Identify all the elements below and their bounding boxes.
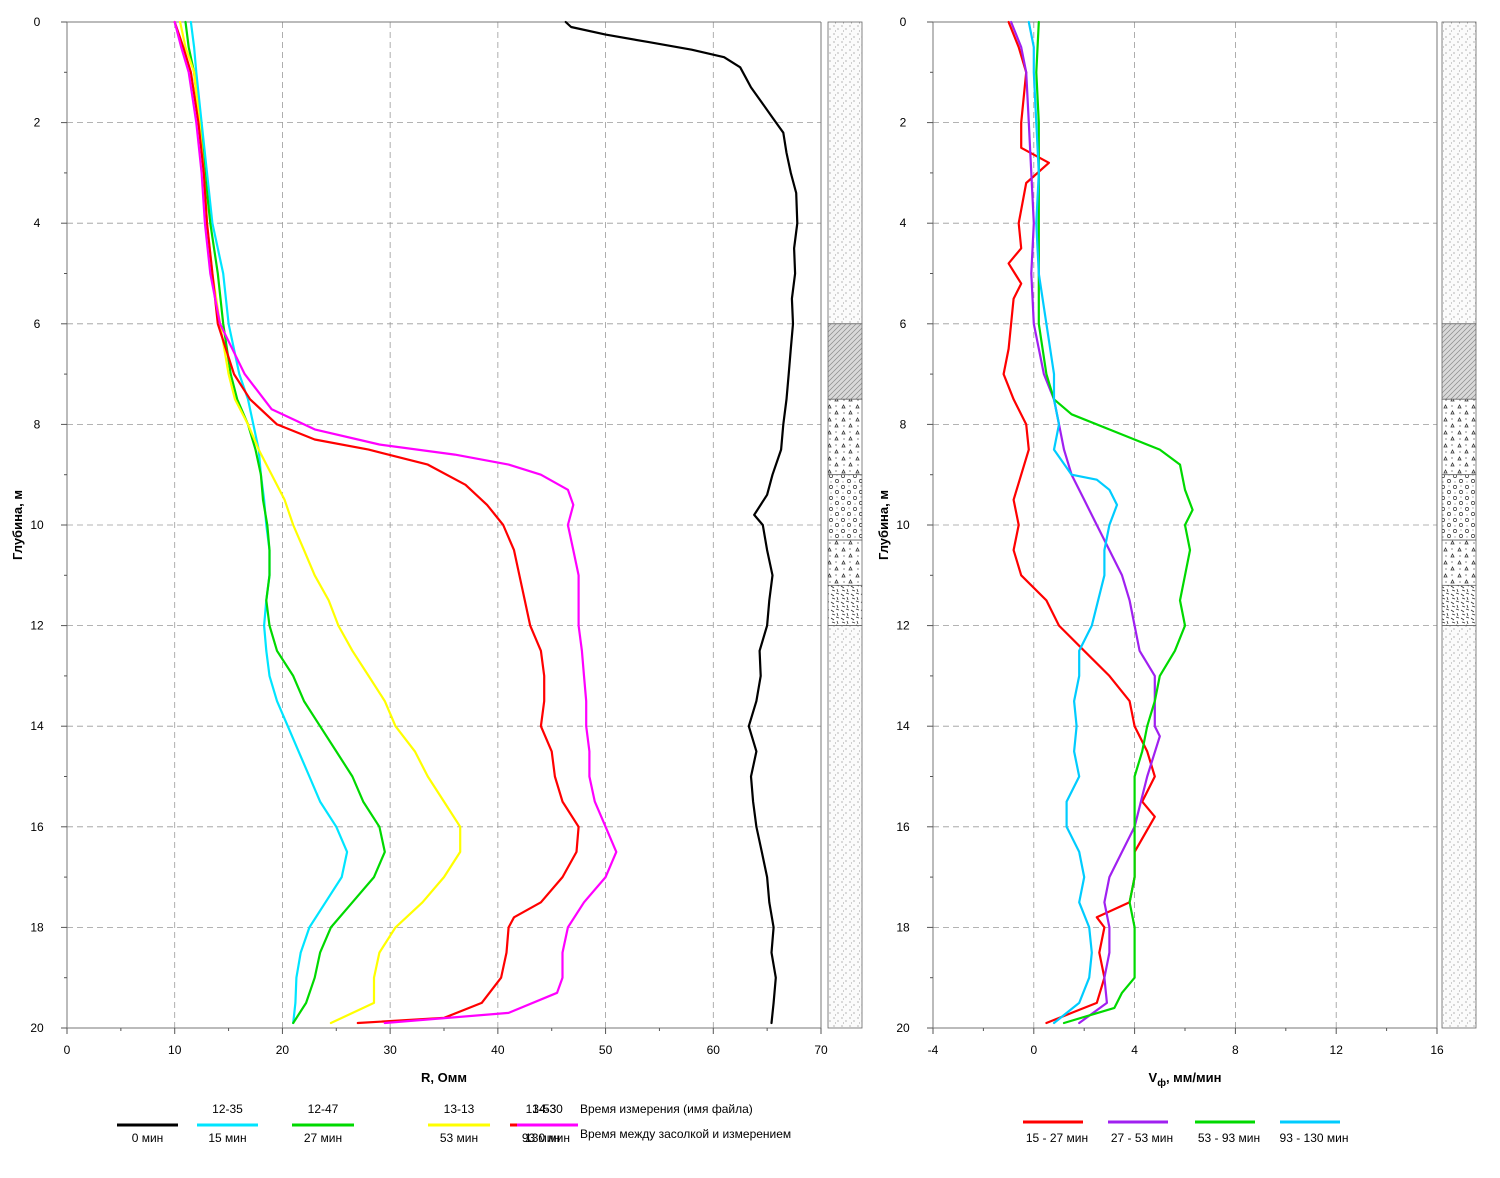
y-tick-label: 10 (30, 518, 44, 532)
y-tick-label: 20 (896, 1021, 910, 1035)
chart-1: 0 2 4 6 8 10 12 14 16 18 20 0 10 20 30 40 50 60 70 Глубина,… (10, 15, 863, 1145)
x-tick-label: 0 (1030, 1043, 1037, 1057)
legend-entry-label: 53 мин (440, 1131, 478, 1145)
series-line-1 (1002, 20, 1156, 1025)
chart-2: 0 2 4 6 8 10 12 14 16 18 20 -4 0 4 8 12 16 Глубина, м Vф, … (876, 15, 1477, 1145)
legend-file-label: 13-13 (444, 1102, 475, 1116)
legend-entry-label: 27 мин (304, 1131, 342, 1145)
y-tick-label: 2 (34, 116, 41, 130)
lithology-layer (1441, 584, 1477, 626)
y-tick-label: 6 (900, 317, 907, 331)
x-tick-label: 12 (1330, 1043, 1344, 1057)
y-tick-label: 16 (30, 820, 44, 834)
legend-entry-label: 130 мин (525, 1131, 570, 1145)
y-tick-label: 14 (30, 719, 44, 733)
y-tick-label: 14 (896, 719, 910, 733)
legend-file-label: 12-47 (308, 1102, 339, 1116)
lithology-layer (827, 474, 863, 541)
y-tick-label: 0 (900, 15, 907, 29)
lithology-layer (1441, 21, 1477, 325)
x-tick-label: 50 (599, 1043, 613, 1057)
x-axis-label: R, Омм (421, 1070, 467, 1085)
x-tick-label: 10 (168, 1043, 182, 1057)
y-tick-label: 4 (900, 216, 907, 230)
y-tick-label: 0 (34, 15, 41, 29)
y-tick-label: 10 (896, 518, 910, 532)
legend-header-bottom: Время между засолкой и измерением (580, 1127, 791, 1141)
series-line-3 (1035, 20, 1194, 1025)
lithology-layer (1441, 398, 1477, 476)
series-line-4 (179, 20, 462, 1025)
y-tick-label: 20 (30, 1021, 44, 1035)
y-tick-label: 8 (34, 417, 41, 431)
legend-entry-label: 15 - 27 мин (1026, 1131, 1088, 1145)
x-tick-label: 8 (1232, 1043, 1239, 1057)
series-line-1 (564, 20, 799, 1025)
x-axis-label: Vф, мм/мин (1149, 1070, 1222, 1089)
lithology-layer (1441, 625, 1477, 1029)
lithology-layer (1441, 539, 1477, 586)
lithology-layer (827, 625, 863, 1029)
lithology-layer (827, 398, 863, 476)
x-tick-label: 16 (1430, 1043, 1444, 1057)
legend-entry-label: 53 - 93 мин (1198, 1131, 1260, 1145)
lithology-layer (827, 323, 863, 400)
series-line-2 (1010, 20, 1161, 1025)
series-line-6 (173, 20, 618, 1025)
legend-entry-label: 93 - 130 мин (1280, 1131, 1349, 1145)
y-axis-label: Глубина, м (876, 490, 891, 560)
legend-file-label: 13-53 (526, 1102, 557, 1116)
legend-header-top: Время измерения (имя файла) (580, 1102, 753, 1116)
y-axis-label: Глубина, м (10, 490, 25, 560)
lithology-layer (1441, 474, 1477, 541)
legend-entry-label: 93 мин (522, 1131, 560, 1145)
x-tick-label: 40 (491, 1043, 505, 1057)
series-line-3 (184, 20, 386, 1025)
y-tick-label: 6 (34, 317, 41, 331)
legend-entry-label: 15 мин (208, 1131, 246, 1145)
x-tick-label: 20 (276, 1043, 290, 1057)
series-line-4 (1027, 20, 1119, 1025)
series-line-2 (189, 20, 349, 1025)
x-tick-label: 0 (64, 1043, 71, 1057)
x-tick-label: 70 (814, 1043, 828, 1057)
lithology-layer (827, 21, 863, 325)
legend-entry-label: 0 мин (132, 1131, 164, 1145)
x-tick-label: -4 (928, 1043, 939, 1057)
lithology-layer (827, 584, 863, 626)
y-tick-label: 16 (896, 820, 910, 834)
y-tick-label: 4 (34, 216, 41, 230)
y-tick-label: 12 (30, 619, 44, 633)
y-tick-label: 2 (900, 116, 907, 130)
y-tick-label: 18 (30, 920, 44, 934)
y-tick-label: 18 (896, 920, 910, 934)
legend-file-label: 14-30 (532, 1102, 563, 1116)
lithology-layer (1441, 323, 1477, 400)
y-tick-label: 12 (896, 619, 910, 633)
x-tick-label: 4 (1131, 1043, 1138, 1057)
y-tick-label: 8 (900, 417, 907, 431)
legend-file-label: 12-35 (212, 1102, 243, 1116)
x-tick-label: 30 (383, 1043, 397, 1057)
legend-entry-label: 27 - 53 мин (1111, 1131, 1173, 1145)
x-tick-label: 60 (707, 1043, 721, 1057)
lithology-layer (827, 539, 863, 586)
